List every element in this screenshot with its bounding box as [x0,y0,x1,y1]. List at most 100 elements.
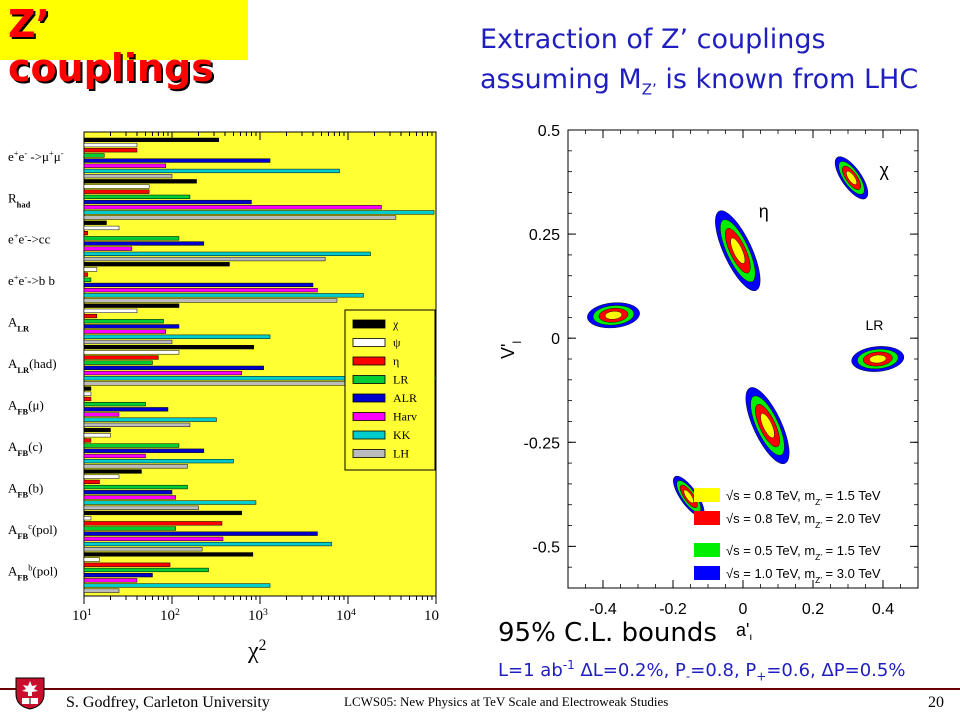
x-tick-label-4: 10 [424,608,439,624]
legend-swatch-1 [352,338,386,347]
bar-5-6 [83,376,437,381]
model-label-1: η [759,201,769,221]
bar-10-5 [83,578,138,583]
subtitle-line-2-suffix: is known from LHC [656,64,919,95]
bar-2-2 [83,231,88,236]
x-tick-label-3: 104 [336,607,356,625]
bar-9-7 [83,547,203,552]
subtitle-line-2: assuming MZ’ is known from LHC [480,64,918,98]
bar-7-7 [83,464,188,469]
legend-swatch-7 [352,449,386,458]
bar-3-2 [83,272,88,277]
legend-swatch-6 [352,430,386,440]
x-axis-label: a'l [736,620,752,640]
category-label-8: AFB(b) [8,480,43,499]
subtitle-line-2-sub: Z’ [641,80,657,99]
x-tick-label-1: -0.2 [659,601,687,618]
legend-label-1: ψ [393,336,401,350]
footer-rule [0,688,960,690]
bar-9-5 [83,536,224,541]
contour-legend-label-0: √s = 0.8 TeV, mZ' = 1.5 TeV [726,488,881,507]
param-lumi: L=1 ab [498,660,563,681]
bar-8-1 [83,474,120,479]
legend-label-2: η [393,354,399,368]
bar-9-2 [83,521,223,526]
bar-3-3 [83,277,92,282]
contour-ring-2-3 [604,311,623,320]
bar-4-2 [83,313,98,319]
bar-6-3 [83,402,146,407]
x-tick-label-3: 0.2 [802,601,824,618]
legend-swatch-2 [352,356,386,366]
y-axis-label: V'l [498,341,524,359]
bar-8-0 [83,469,142,474]
bar-7-3 [83,443,180,448]
legend-swatch-0 [352,319,386,329]
bar-1-5 [83,205,382,210]
legend-swatch-4 [352,393,386,403]
param-pminus-sub: - [685,669,691,684]
bar-0-4 [83,158,271,163]
x-tick-label-0: 101 [72,607,92,625]
contour-ring-4-3 [760,413,775,439]
model-contour-0 [834,156,869,200]
footer-conference: LCWS05: New Physics at TeV Scale and Ele… [344,694,669,709]
bar-6-0 [83,386,92,391]
bar-5-1 [83,350,180,355]
bar-7-1 [83,433,111,438]
model-contour-2 [587,302,640,329]
bar-5-2 [83,355,159,360]
legend-label-0: χ [392,317,399,331]
bar-1-3 [83,194,191,199]
param-pminus: =0.8, P [690,660,757,681]
legend-label-4: ALR [393,391,417,405]
param-dl: ΔL=0.2%, P [574,660,686,681]
bar-10-2 [83,562,171,567]
bar-8-3 [83,484,188,490]
param-pplus-sub: + [756,669,767,684]
y-tick-label-0: 0.5 [538,123,560,140]
bar-4-5 [83,329,167,334]
contour-legend-label-1: √s = 0.8 TeV, mZ' = 2.0 TeV [726,511,881,530]
bar-7-4 [83,448,205,453]
bar-3-7 [83,298,338,303]
page-number: 20 [928,694,944,711]
model-label-0: χ [880,160,890,180]
bar-10-7 [83,588,120,593]
x-tick-label-2: 0 [739,601,748,618]
bar-7-0 [83,427,111,433]
chi2-bar-chart: e+e- ->μ+μ- Rhad e+e-->cc e+e-->b b ALR ALR(h… [8,131,439,664]
bar-8-2 [83,479,100,484]
bar-0-7 [83,174,173,179]
bar-1-0 [83,179,197,184]
bar-5-0 [83,345,255,350]
bar-5-5 [83,370,242,376]
model-contour-1 [715,210,761,292]
bar-7-2 [83,438,92,443]
y-tick-label-2: 0 [551,331,560,348]
contour-legend-swatch-0 [694,488,720,502]
bar-4-6 [83,334,271,339]
param-lumi-sup: -1 [562,658,575,672]
title-banner: Z’ couplings [0,0,248,90]
bar-4-3 [83,319,164,324]
category-label-9: AFBc(pol) [8,521,57,541]
legend-swatch-3 [352,375,386,384]
bar-1-4 [83,199,252,205]
bar-5-4 [83,365,264,370]
bar-3-1 [83,267,98,272]
contour-ring-1-3 [730,237,746,264]
y-tick-label-1: 0.25 [529,227,560,244]
bar-7-6 [83,459,234,464]
category-label-4: ALR [8,315,30,334]
bar-5-3 [83,360,153,365]
bar-10-4 [83,573,153,578]
carleton-crest-icon [15,677,45,710]
subtitle-line-2-prefix: assuming M [480,64,642,95]
bar-4-4 [83,324,180,329]
coupling-contour-chart: -0.4 -0.2 0 0.2 0.4 0.5 0.25 0 -0.25 -0.5 a'l V'l χ η… [498,123,919,640]
subtitle-line-1: Extraction of Z’ couplings [480,24,826,55]
category-label-0: e+e- ->μ+μ- [8,148,64,164]
category-label-1: Rhad [8,190,31,209]
bar-8-4 [83,490,173,495]
